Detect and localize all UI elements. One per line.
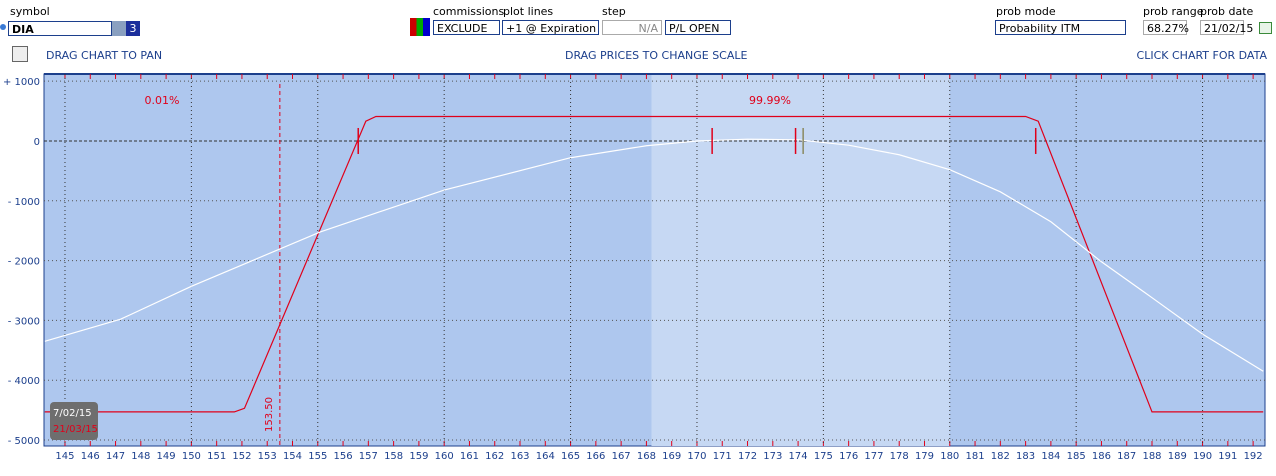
plot-lines-select[interactable]: +1 @ Expiration — [502, 20, 599, 35]
symbol-input[interactable]: DIA — [8, 21, 112, 36]
date-box — [50, 402, 98, 440]
prob-mode-label: prob mode — [996, 5, 1056, 18]
x-tick-label: 161 — [460, 451, 479, 462]
x-tick-label: 154 — [283, 451, 302, 462]
pan-hint: DRAG CHART TO PAN — [46, 49, 163, 62]
x-tick-label: 168 — [637, 451, 656, 462]
x-tick-label: 162 — [485, 451, 504, 462]
x-tick-label: 148 — [131, 451, 150, 462]
x-tick-label: 179 — [915, 451, 934, 462]
prob-range-input[interactable]: 68.27% — [1143, 20, 1189, 35]
x-tick-label: 173 — [763, 451, 782, 462]
x-tick-label: 187 — [1117, 451, 1136, 462]
probability-label: 99.99% — [749, 94, 791, 107]
y-tick-label: - 4000 — [8, 376, 40, 387]
data-hint[interactable]: CLICK CHART FOR DATA — [1136, 49, 1267, 62]
x-tick-label: 153 — [258, 451, 277, 462]
step-label: step — [602, 5, 626, 18]
x-tick-label: 183 — [1016, 451, 1035, 462]
x-tick-label: 167 — [612, 451, 631, 462]
probability-range — [651, 74, 950, 446]
x-tick-label: 189 — [1168, 451, 1187, 462]
x-tick-label: 151 — [207, 451, 226, 462]
y-tick-label: - 2000 — [8, 257, 40, 268]
x-tick-label: 150 — [182, 451, 201, 462]
x-tick-label: 176 — [839, 451, 858, 462]
x-tick-label: 158 — [384, 451, 403, 462]
x-tick-label: 178 — [890, 451, 909, 462]
color-icon[interactable] — [410, 18, 430, 36]
y-tick-label: 0 — [34, 137, 40, 148]
x-tick-label: 182 — [991, 451, 1010, 462]
x-tick-label: 160 — [435, 451, 454, 462]
prob-mode-select[interactable]: Probability ITM — [995, 20, 1126, 35]
pl-line — [44, 138, 1264, 372]
x-tick-label: 165 — [561, 451, 580, 462]
x-tick-label: 170 — [687, 451, 706, 462]
commissions-select[interactable]: EXCLUDE — [433, 20, 500, 35]
chart-icon[interactable] — [12, 46, 28, 62]
x-tick-label: 181 — [965, 451, 984, 462]
x-tick-label: 190 — [1193, 451, 1212, 462]
step-input[interactable]: N/A — [602, 20, 662, 35]
y-tick-label: - 1000 — [8, 197, 40, 208]
x-tick-label: 188 — [1142, 451, 1161, 462]
pl-line — [44, 115, 1264, 413]
price-line-label: 153.50 — [264, 397, 275, 432]
x-tick-label: 192 — [1244, 451, 1263, 462]
x-tick-label: 186 — [1092, 451, 1111, 462]
x-tick-label: 169 — [662, 451, 681, 462]
x-tick-label: 166 — [586, 451, 605, 462]
pl-mode-select[interactable]: P/L OPEN — [665, 20, 731, 35]
symbol-label: symbol — [10, 5, 50, 18]
x-tick-label: 174 — [789, 451, 808, 462]
x-tick-label: 164 — [536, 451, 555, 462]
x-tick-label: 163 — [510, 451, 529, 462]
x-tick-label: 191 — [1218, 451, 1237, 462]
x-tick-label: 157 — [359, 451, 378, 462]
symbol-spinner[interactable] — [112, 21, 126, 36]
x-tick-label: 155 — [308, 451, 327, 462]
date-label: 7/02/15 — [53, 408, 92, 419]
x-tick-label: 146 — [81, 451, 100, 462]
prob-date-input[interactable]: 21/02/15 — [1200, 20, 1253, 35]
scale-hint: DRAG PRICES TO CHANGE SCALE — [565, 49, 748, 62]
x-tick-label: 185 — [1067, 451, 1086, 462]
x-tick-label: 145 — [55, 451, 74, 462]
y-tick-label: - 5000 — [8, 436, 40, 447]
x-tick-label: 147 — [106, 451, 125, 462]
y-tick-label: + 1000 — [3, 77, 40, 88]
calendar-button[interactable] — [1259, 22, 1272, 34]
x-tick-label: 149 — [157, 451, 176, 462]
commissions-label: commissions — [433, 5, 505, 18]
prob-range-label: prob range — [1143, 5, 1204, 18]
x-tick-label: 172 — [738, 451, 757, 462]
x-tick-label: 156 — [334, 451, 353, 462]
x-tick-label: 171 — [713, 451, 732, 462]
strategy-count[interactable]: 3 — [126, 21, 140, 36]
status-dot — [0, 24, 6, 30]
x-tick-label: 180 — [940, 451, 959, 462]
x-tick-label: 152 — [232, 451, 251, 462]
x-tick-label: 175 — [814, 451, 833, 462]
x-tick-label: 177 — [864, 451, 883, 462]
plot-lines-label: plot lines — [503, 5, 554, 18]
date-label: 21/03/15 — [53, 424, 98, 435]
probability-label: 0.01% — [145, 94, 180, 107]
x-tick-label: 184 — [1041, 451, 1060, 462]
y-tick-label: - 3000 — [8, 316, 40, 327]
x-tick-label: 159 — [409, 451, 428, 462]
prob-date-label: prob date — [1200, 5, 1254, 18]
